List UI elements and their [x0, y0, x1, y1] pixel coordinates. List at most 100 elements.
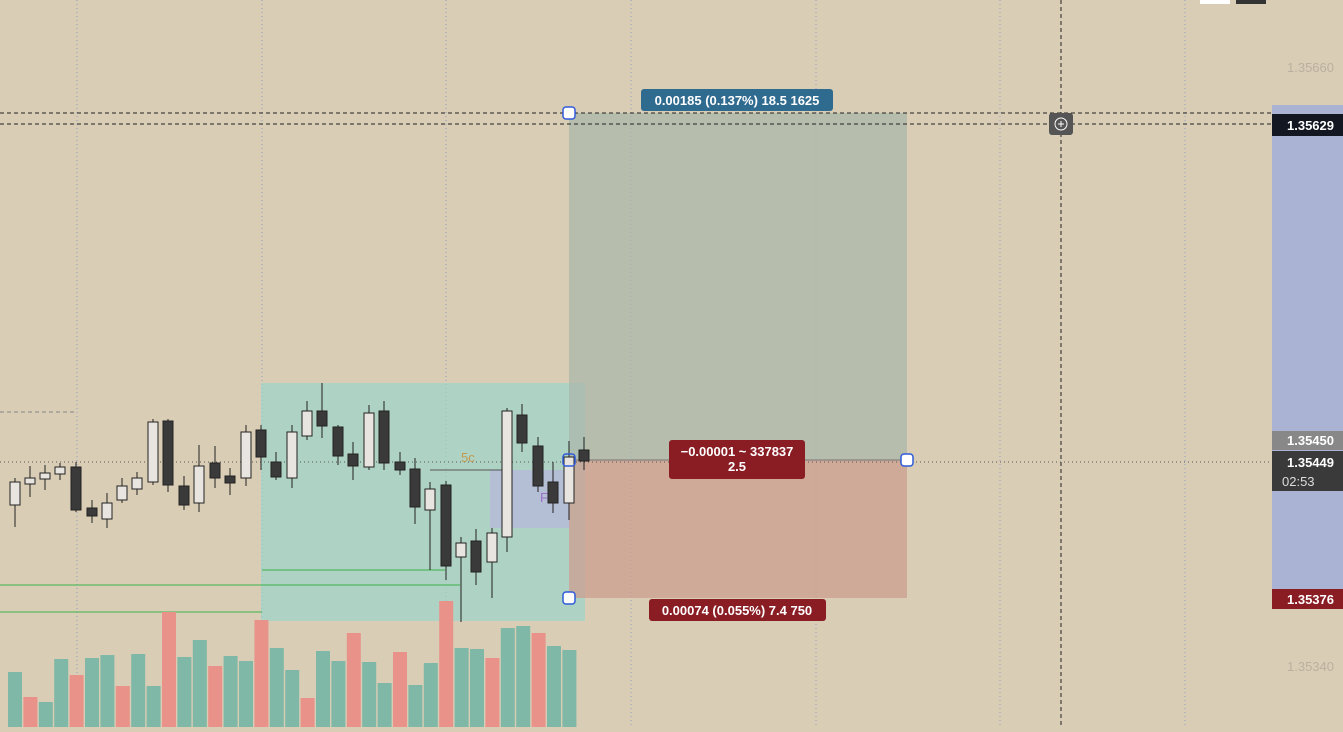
- candle-body: [486, 532, 498, 563]
- add-icon: [1058, 121, 1064, 127]
- candle-body: [409, 468, 421, 508]
- volume-bar: [85, 658, 99, 727]
- candle-body: [532, 445, 544, 487]
- volume-bar: [285, 670, 300, 727]
- volume-bar: [131, 654, 146, 727]
- volume-bar: [423, 663, 438, 727]
- volume-bar: [454, 648, 469, 727]
- last-price: 1.35450: [1287, 433, 1334, 448]
- candle-body: [270, 461, 282, 478]
- fvg-label: F: [540, 490, 548, 505]
- volume-bar: [38, 702, 53, 727]
- volume-bar: [146, 686, 161, 727]
- current-price: 1.35449: [1287, 455, 1334, 470]
- volume-bar: [300, 698, 315, 727]
- price-range-band: [1272, 105, 1343, 590]
- volume-bar: [485, 658, 500, 727]
- candle-body: [378, 410, 390, 464]
- candle-body: [347, 453, 359, 467]
- target-zone[interactable]: [569, 113, 907, 460]
- volume-bar: [439, 601, 454, 727]
- candle-body: [424, 488, 436, 511]
- wave-label: 5c: [461, 450, 475, 465]
- candle-body: [86, 507, 98, 517]
- stop-price: 1.35376: [1287, 592, 1334, 607]
- volume-bar: [362, 662, 377, 727]
- target-label-bg: [641, 89, 833, 111]
- price-level: 1.35660: [1287, 60, 1334, 75]
- volume-bar: [239, 661, 253, 727]
- candle-body: [39, 472, 51, 480]
- volume-bar: [470, 649, 484, 727]
- volume-bar: [393, 652, 407, 727]
- candle-body: [116, 485, 128, 501]
- price-level: 1.35340: [1287, 659, 1334, 674]
- candle-body: [316, 410, 328, 427]
- entry-label: −0.00001 ~ 337837: [681, 444, 794, 459]
- volume-bar: [269, 648, 284, 727]
- candle-body: [470, 540, 482, 573]
- stop-price-bg: [1272, 589, 1343, 609]
- volume-bar: [316, 651, 330, 727]
- volume-bars: [8, 601, 577, 727]
- volume-bar: [377, 683, 392, 727]
- volume-bar: [100, 655, 115, 727]
- candle-body: [147, 421, 159, 483]
- entry-label-bg: [669, 440, 805, 479]
- candle-body: [240, 431, 252, 479]
- candle-body: [70, 466, 82, 511]
- stop-zone[interactable]: [569, 460, 907, 598]
- candle-body: [162, 420, 174, 486]
- volume-bar: [192, 640, 207, 727]
- volume-bar: [254, 620, 269, 727]
- candle-body: [455, 542, 467, 558]
- target-price: 1.35629: [1287, 118, 1334, 133]
- candle-body: [578, 449, 590, 462]
- volume-bar: [223, 656, 238, 727]
- target-label: 0.00185 (0.137%) 18.5 1625: [655, 93, 820, 108]
- candles: [9, 383, 590, 622]
- stop-label: 0.00074 (0.055%) 7.4 750: [662, 603, 812, 618]
- toolbar-button[interactable]: [1200, 0, 1230, 4]
- handles[interactable]: [562, 106, 914, 605]
- countdown: 02:53: [1282, 474, 1315, 489]
- candle-body: [363, 412, 375, 468]
- candle-body: [9, 481, 21, 506]
- volume-bar: [516, 626, 531, 727]
- candle-body: [563, 456, 575, 504]
- volume-bar: [177, 657, 192, 727]
- candle-body: [54, 466, 66, 475]
- candle-body: [209, 462, 221, 479]
- toolbar-button[interactable]: [1236, 0, 1266, 4]
- candle-body: [501, 410, 513, 538]
- stop-label-bg: [649, 599, 826, 621]
- candle-body: [255, 429, 267, 458]
- volume-bar: [162, 612, 176, 727]
- candle-body: [24, 477, 36, 485]
- volume-bar: [408, 685, 423, 727]
- candle-body: [193, 465, 205, 504]
- candle-body: [547, 481, 559, 504]
- candle-body: [101, 502, 113, 520]
- volume-bar: [8, 672, 22, 727]
- volume-bar: [531, 633, 546, 727]
- volume-bar: [69, 675, 84, 727]
- volume-bar: [500, 628, 515, 727]
- volume-bar: [208, 666, 223, 727]
- add-icon: [1054, 117, 1068, 131]
- candle-body: [224, 475, 236, 484]
- candle-body: [301, 410, 313, 437]
- candle-body: [286, 431, 298, 479]
- candle-body: [516, 414, 528, 444]
- volume-bar: [547, 646, 561, 727]
- last-price-bg: [1272, 431, 1343, 450]
- candle-body: [332, 426, 344, 457]
- candle-body: [440, 484, 452, 567]
- target-price-bg: [1272, 114, 1343, 136]
- candle-body: [178, 485, 190, 506]
- volume-bar: [562, 650, 577, 727]
- volume-bar: [115, 686, 130, 727]
- volume-bar: [23, 697, 38, 727]
- candle-body: [131, 477, 143, 490]
- candle-body: [394, 461, 406, 471]
